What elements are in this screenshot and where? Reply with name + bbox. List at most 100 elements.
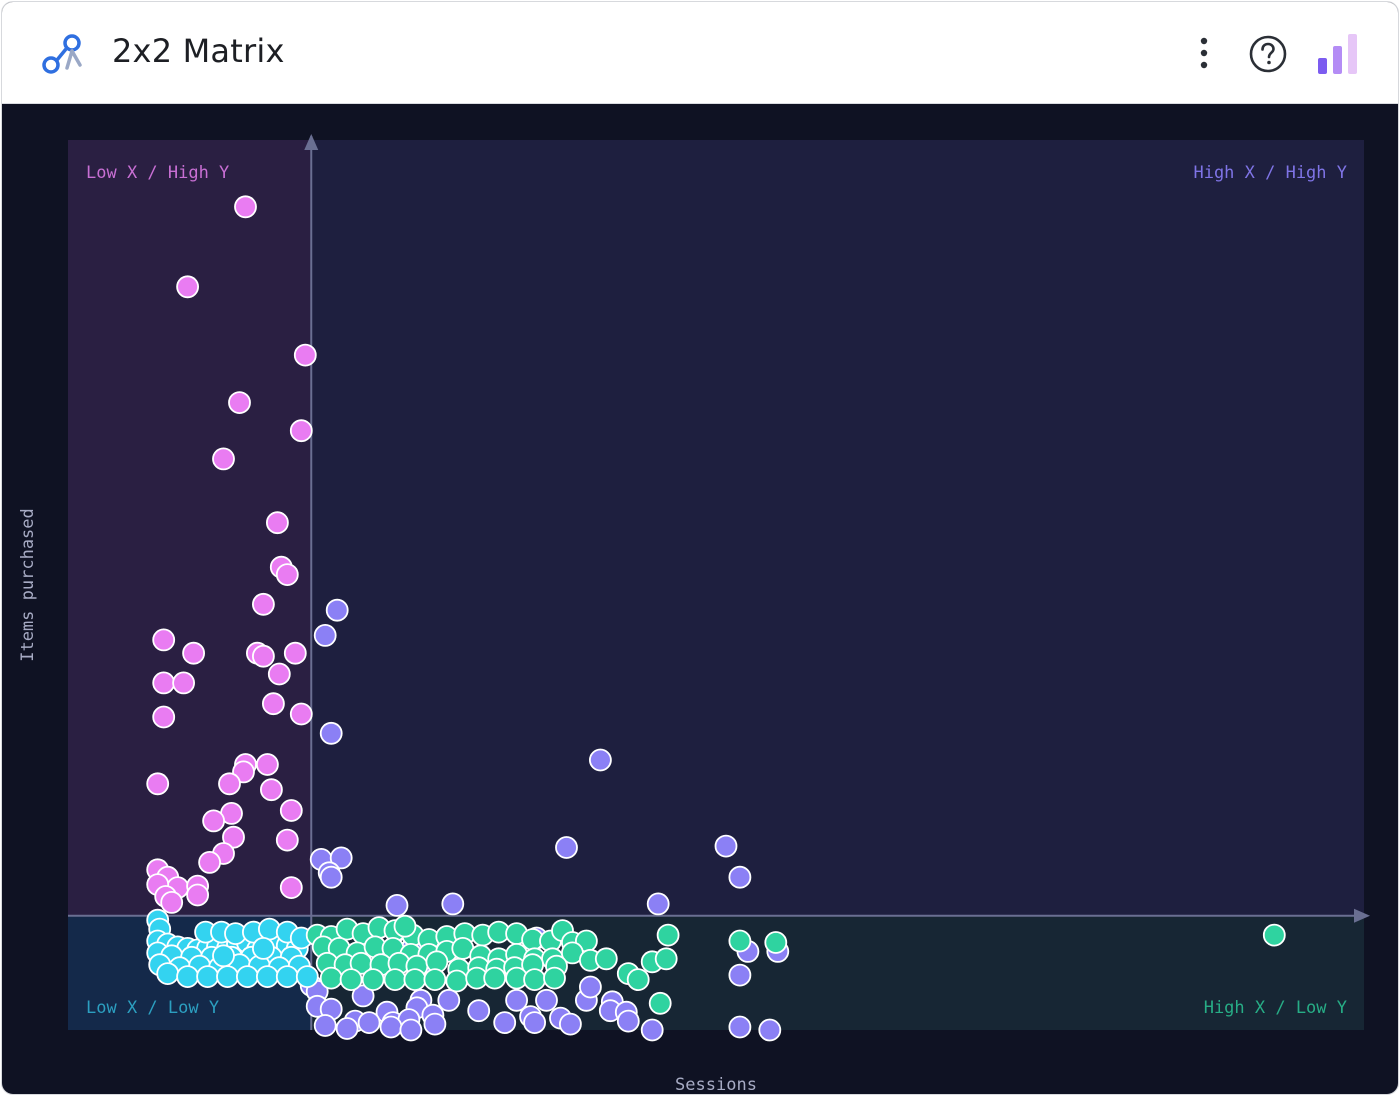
data-point (555, 836, 578, 859)
data-point (202, 809, 226, 833)
data-point (196, 965, 220, 988)
data-point (251, 644, 275, 668)
data-point (186, 883, 210, 907)
data-point (403, 968, 427, 991)
data-point (160, 891, 184, 914)
data-point (259, 778, 283, 802)
scatter-chart: Low X / High Y High X / High Y Low X / Low… (18, 134, 1370, 1094)
data-point (275, 965, 299, 988)
data-point (279, 876, 303, 899)
data-point (493, 1011, 517, 1034)
data-point (423, 968, 447, 991)
data-point (535, 988, 558, 1012)
data-point (156, 962, 180, 985)
data-point (523, 968, 546, 991)
data-point (483, 966, 507, 990)
data-point (648, 991, 672, 1015)
data-point (339, 968, 363, 991)
data-point (152, 628, 176, 652)
data-point (212, 447, 235, 471)
data-point (222, 825, 245, 849)
data-point (728, 1015, 752, 1039)
data-point (437, 988, 461, 1012)
data-point (255, 753, 279, 776)
data-point (319, 721, 343, 745)
more-vertical-icon[interactable] (1188, 32, 1220, 74)
data-point (228, 391, 251, 415)
data-point (289, 702, 313, 726)
y-axis-arrow (304, 134, 319, 150)
quadrant-label-high-x-low-y: High X / Low Y (1204, 998, 1347, 1018)
data-point (255, 965, 279, 988)
data-point (379, 1015, 403, 1039)
data-point (176, 965, 200, 988)
data-point (283, 641, 307, 665)
data-point (325, 598, 349, 622)
data-point (714, 834, 738, 858)
data-point (198, 851, 222, 874)
data-point (361, 968, 385, 991)
data-point (152, 671, 176, 695)
data-point (559, 1012, 582, 1036)
data-point (182, 641, 206, 665)
data-point (289, 419, 313, 443)
quadrant-label-low-x-high-y: Low X / High Y (86, 163, 229, 183)
data-point (728, 963, 752, 987)
data-point (351, 984, 375, 1008)
help-circle-icon[interactable] (1248, 34, 1288, 74)
data-point (579, 975, 602, 999)
data-point (728, 865, 752, 889)
data-point (467, 999, 491, 1023)
data-point (319, 865, 343, 889)
data-point (295, 965, 319, 988)
data-point (654, 947, 678, 971)
data-point (626, 968, 650, 991)
data-point (313, 624, 337, 647)
data-point (279, 799, 303, 822)
bar-chart-icon[interactable] (1316, 32, 1362, 76)
x-axis-arrow (1354, 908, 1370, 923)
page-title: 2x2 Matrix (112, 32, 285, 70)
data-point (216, 965, 239, 988)
data-point (172, 671, 196, 695)
connection-nodes-icon (42, 34, 82, 74)
data-point (640, 1018, 664, 1042)
data-point (293, 343, 317, 367)
data-point (152, 705, 176, 729)
data-point (265, 511, 289, 535)
data-point (234, 195, 257, 219)
data-point (357, 1011, 381, 1034)
data-point (505, 988, 528, 1012)
data-point (656, 923, 680, 947)
data-point (319, 966, 343, 990)
data-point (393, 914, 417, 938)
data-point (758, 1018, 782, 1042)
data-point (764, 931, 788, 954)
data-point (146, 772, 170, 796)
data-point (399, 1018, 423, 1042)
y-axis-label: Items purchased (18, 508, 38, 662)
data-point (329, 846, 353, 870)
data-point (1262, 923, 1286, 947)
data-point (275, 563, 299, 587)
data-point (383, 968, 407, 991)
data-point (385, 894, 409, 917)
data-point (441, 892, 465, 916)
data-point (589, 748, 612, 772)
data-point (267, 662, 291, 686)
data-point (646, 892, 670, 916)
quadrant-label-low-x-low-y: Low X / Low Y (86, 998, 219, 1018)
card-header: 2x2 Matrix (2, 2, 1398, 104)
data-point (261, 692, 285, 716)
quadrant-high-x-high-y (311, 140, 1364, 916)
data-point (235, 965, 259, 988)
data-point (445, 969, 469, 993)
data-point (218, 772, 241, 796)
data-point (423, 1012, 447, 1036)
data-point (616, 1009, 640, 1033)
data-point (728, 929, 752, 953)
x-axis-label: Sessions (675, 1075, 757, 1094)
data-point (251, 937, 275, 960)
data-point (543, 966, 566, 990)
